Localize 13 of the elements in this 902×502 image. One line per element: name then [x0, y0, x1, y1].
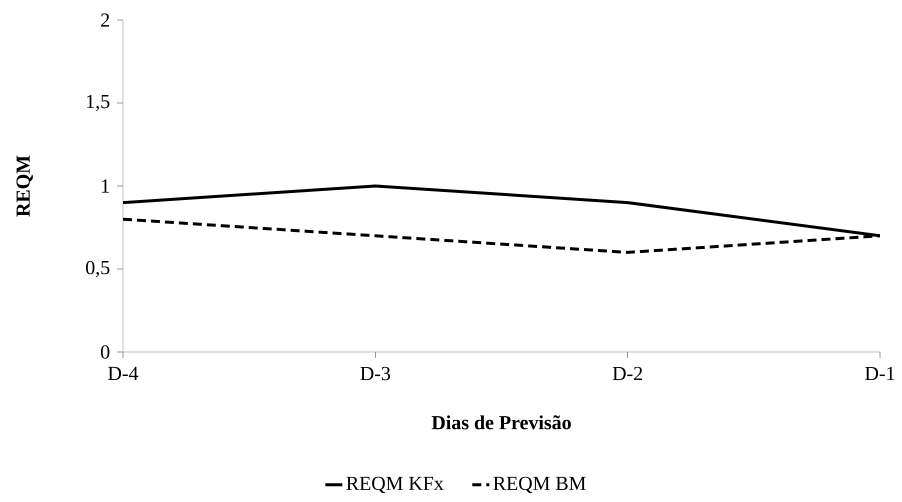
x-tick-label: D-3: [360, 366, 390, 380]
y-tick-label: 1,5: [87, 94, 110, 112]
legend-label: REQM KFx: [346, 476, 444, 494]
x-tick-label: D-4: [108, 366, 138, 380]
y-tick-label: 1: [102, 179, 109, 193]
x-tick-label: D-1: [865, 366, 894, 380]
legend-label: REQM BM: [493, 476, 586, 494]
x-axis-title: Dias de Previsão: [432, 415, 571, 430]
y-tick-label: 2: [101, 13, 110, 27]
y-axis-title: REQM: [16, 156, 33, 217]
x-tick-label: D-2: [612, 366, 642, 380]
y-tick-label: 0,5: [86, 260, 110, 278]
y-tick-label: 0: [100, 345, 110, 359]
